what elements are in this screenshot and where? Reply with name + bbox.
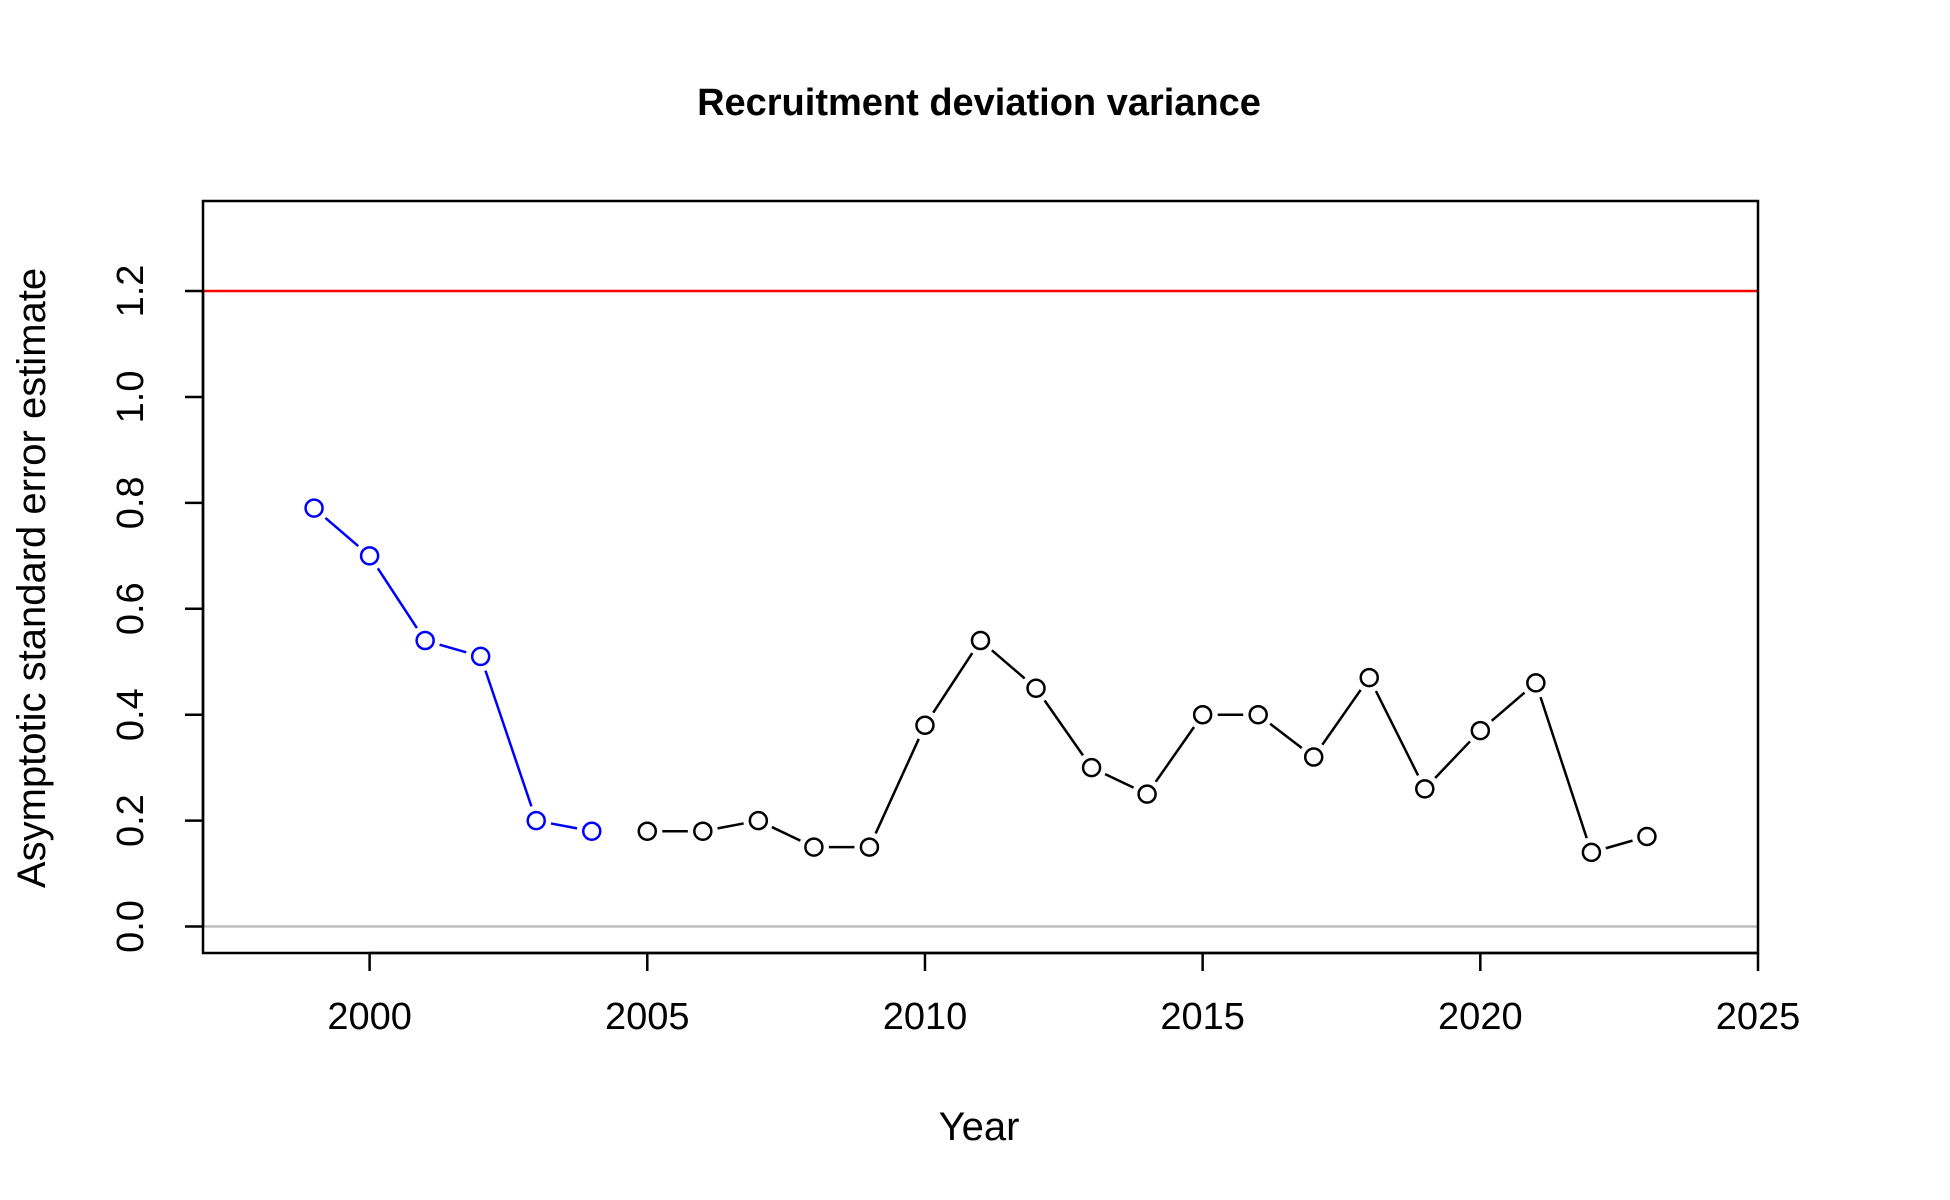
series-segment — [932, 652, 974, 714]
data-point — [359, 546, 380, 566]
y-tick-label: 0.8 — [110, 476, 152, 529]
data-point — [970, 630, 991, 651]
series-segment — [1154, 726, 1196, 783]
data-point — [1359, 667, 1379, 688]
series-segment — [1269, 722, 1303, 749]
y-tick-label: 1.0 — [110, 371, 152, 424]
data-point — [1637, 826, 1657, 847]
series-segment — [717, 822, 744, 830]
y-axis: 0.0 0.2 0.4 0.6 0.8 1.0 1.2 — [110, 265, 205, 953]
data-point — [1248, 704, 1268, 725]
series-segment — [1490, 691, 1526, 722]
series-segment — [1104, 772, 1135, 789]
data-point — [1081, 757, 1102, 778]
series-segment — [439, 643, 467, 654]
series-segment — [1539, 696, 1588, 839]
data-point — [470, 646, 491, 667]
y-axis-title: Asymptotic standard error estimate — [10, 268, 54, 888]
data-point — [1581, 842, 1602, 863]
data-point — [859, 837, 880, 857]
chart-title: Recruitment deviation variance — [697, 82, 1261, 124]
data-point — [637, 821, 658, 841]
data-point — [915, 715, 935, 736]
x-tick-label: 2000 — [327, 996, 412, 1038]
data-point — [1470, 720, 1491, 741]
data-point — [748, 810, 769, 831]
data-point — [415, 630, 435, 651]
plot-frame — [201, 199, 1760, 955]
data-point — [304, 498, 324, 518]
series-segment — [550, 822, 578, 830]
series-layer — [304, 498, 1657, 863]
data-point — [1526, 673, 1546, 693]
x-tick-label: 2005 — [605, 996, 690, 1038]
y-tick-label: 1.2 — [110, 265, 152, 318]
series-segment — [1321, 689, 1362, 746]
series-segment — [484, 670, 533, 807]
x-axis: 2000 2005 2010 2015 2020 2025 — [327, 951, 1801, 1038]
series-segment — [874, 738, 920, 834]
series-segment — [376, 567, 418, 629]
x-tick-label: 2020 — [1438, 996, 1523, 1038]
y-tick-label: 0.2 — [110, 794, 152, 847]
x-tick-label: 2010 — [883, 996, 968, 1038]
series-segment — [1434, 740, 1471, 779]
series-1 — [637, 630, 1657, 863]
series-segment — [771, 825, 801, 842]
reference-lines — [203, 289, 1758, 928]
series-segment — [991, 649, 1026, 680]
data-point — [1137, 784, 1157, 804]
x-tick-label: 2025 — [1716, 996, 1801, 1038]
series-segment — [1043, 699, 1085, 757]
data-point — [1026, 678, 1046, 698]
y-tick-label: 0.4 — [110, 688, 152, 741]
data-point — [526, 810, 546, 831]
data-point — [1303, 747, 1324, 767]
data-point — [804, 837, 824, 857]
y-tick-label: 0.0 — [110, 900, 152, 953]
data-point — [1192, 704, 1213, 725]
series-0 — [304, 498, 602, 841]
series-segment — [1605, 839, 1633, 850]
data-point — [693, 821, 713, 841]
x-axis-title: Year — [939, 1105, 1020, 1149]
data-point — [1415, 779, 1435, 799]
data-point — [582, 821, 602, 841]
y-tick-label: 0.6 — [110, 582, 152, 635]
series-segment — [1374, 690, 1420, 776]
series-segment — [324, 516, 360, 547]
x-tick-label: 2015 — [1160, 996, 1245, 1038]
